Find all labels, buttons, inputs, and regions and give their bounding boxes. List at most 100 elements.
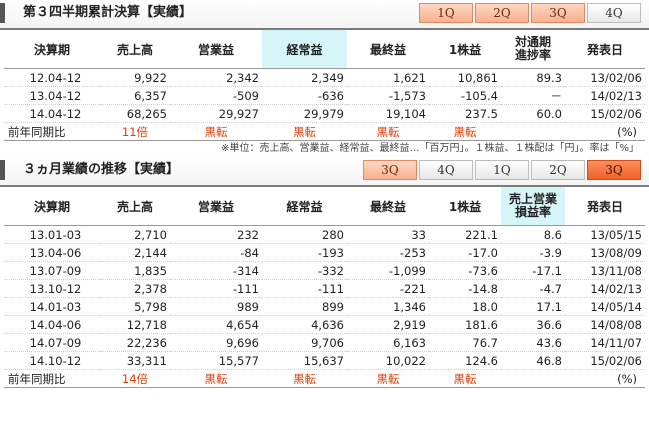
yoy-unit: (%) bbox=[565, 122, 645, 141]
quarterly-table-body: 13.01-03 2,710 232 280 33 221.1 8.6 13/05/15 13… bbox=[4, 225, 645, 388]
cell-operating-margin: -4.7 bbox=[501, 279, 565, 298]
cell-period: 13.04-06 bbox=[4, 243, 100, 262]
cell-ordinary-profit: -332 bbox=[262, 261, 347, 280]
cell-announce-date: 15/02/06 bbox=[565, 104, 645, 123]
yoy-sales: 11倍 bbox=[100, 122, 170, 141]
cell-eps: 76.7 bbox=[429, 333, 501, 352]
table-row: 14.01-03 5,798 989 899 1,346 18.0 17.1 14/05/14 bbox=[4, 297, 645, 316]
cell-eps: 181.6 bbox=[429, 315, 501, 334]
cumulative-quarter-tabs: 1Q 2Q 3Q 4Q bbox=[417, 3, 641, 23]
cell-net-profit: 6,163 bbox=[347, 333, 429, 352]
col-header-eps: 1株益 bbox=[429, 30, 501, 69]
yoy-empty bbox=[501, 369, 565, 388]
cell-sales: 5,798 bbox=[100, 297, 170, 316]
cell-sales: 68,265 bbox=[100, 104, 170, 123]
tab-quarterly-1q[interactable]: 1Q bbox=[475, 160, 529, 180]
tab-cumulative-4q[interactable]: 4Q bbox=[587, 3, 641, 23]
cell-operating-profit: -314 bbox=[170, 261, 262, 280]
cell-ordinary-profit: 9,706 bbox=[262, 333, 347, 352]
cell-period: 14.04-12 bbox=[4, 104, 100, 123]
cell-sales: 9,922 bbox=[100, 68, 170, 87]
quarterly-section-header: ３ヵ月業績の推移【実績】 3Q 4Q 1Q 2Q 3Q bbox=[0, 157, 649, 187]
cell-sales: 2,710 bbox=[100, 225, 170, 244]
cell-operating-profit: 4,654 bbox=[170, 315, 262, 334]
col-header-operating-margin: 売上営業 損益率 bbox=[501, 187, 565, 226]
cell-operating-profit: 29,927 bbox=[170, 104, 262, 123]
cell-eps: -73.6 bbox=[429, 261, 501, 280]
yoy-operating-profit: 黒転 bbox=[170, 122, 262, 141]
tab-cumulative-3q[interactable]: 3Q bbox=[531, 3, 585, 23]
tab-quarterly-4q[interactable]: 4Q bbox=[419, 160, 473, 180]
cumulative-table: 決算期 売上高 営業益 経常益 最終益 1株益 対通期 進捗率 発表日 12.0… bbox=[4, 30, 645, 141]
tab-cumulative-1q[interactable]: 1Q bbox=[419, 3, 473, 23]
cell-sales: 6,357 bbox=[100, 86, 170, 105]
cell-sales: 2,144 bbox=[100, 243, 170, 262]
yoy-ordinary-profit: 黒転 bbox=[262, 369, 347, 388]
col-header-ordinary-profit: 経常益 bbox=[262, 30, 347, 69]
cell-operating-margin: -17.1 bbox=[501, 261, 565, 280]
cell-period: 13.04-12 bbox=[4, 86, 100, 105]
cell-operating-profit: 989 bbox=[170, 297, 262, 316]
cell-net-profit: 19,104 bbox=[347, 104, 429, 123]
col-header-ordinary-profit: 経常益 bbox=[262, 187, 347, 226]
cell-progress-rate: － bbox=[501, 86, 565, 105]
tab-quarterly-2q[interactable]: 2Q bbox=[531, 160, 585, 180]
table-row: 14.04-12 68,265 29,927 29,979 19,104 237… bbox=[4, 104, 645, 123]
tab-quarterly-3q-prev[interactable]: 3Q bbox=[363, 160, 417, 180]
table-row: 14.04-06 12,718 4,654 4,636 2,919 181.6 36.6 14… bbox=[4, 315, 645, 334]
yoy-sales: 14倍 bbox=[100, 369, 170, 388]
cell-announce-date: 14/11/07 bbox=[565, 333, 645, 352]
cell-sales: 2,378 bbox=[100, 279, 170, 298]
cell-announce-date: 14/02/13 bbox=[565, 279, 645, 298]
cell-operating-profit: -111 bbox=[170, 279, 262, 298]
table-row: 13.07-09 1,835 -314 -332 -1,099 -73.6 -17.1 13/… bbox=[4, 261, 645, 280]
cell-net-profit: 33 bbox=[347, 225, 429, 244]
cell-operating-margin: -3.9 bbox=[501, 243, 565, 262]
cell-progress-rate: 60.0 bbox=[501, 104, 565, 123]
col-header-announce-date: 発表日 bbox=[565, 187, 645, 226]
col-header-progress-rate: 対通期 進捗率 bbox=[501, 30, 565, 69]
table-row: 14.10-12 33,311 15,577 15,637 10,022 124.6 46.… bbox=[4, 351, 645, 370]
col-header-sales: 売上高 bbox=[100, 30, 170, 69]
quarterly-header-row: 決算期 売上高 営業益 経常益 最終益 1株益 売上営業 損益率 発表日 bbox=[4, 187, 645, 226]
cell-announce-date: 14/08/08 bbox=[565, 315, 645, 334]
cell-period: 14.01-03 bbox=[4, 297, 100, 316]
cell-operating-margin: 8.6 bbox=[501, 225, 565, 244]
cell-period: 13.07-09 bbox=[4, 261, 100, 280]
cell-sales: 22,236 bbox=[100, 333, 170, 352]
cell-operating-profit: 2,342 bbox=[170, 68, 262, 87]
table-row: 13.04-06 2,144 -84 -193 -253 -17.0 -3.9 13/08/0… bbox=[4, 243, 645, 262]
cell-net-profit: 2,919 bbox=[347, 315, 429, 334]
table-row: 12.04-12 9,922 2,342 2,349 1,621 10,861 … bbox=[4, 68, 645, 87]
cell-sales: 1,835 bbox=[100, 261, 170, 280]
yoy-unit: (%) bbox=[565, 369, 645, 388]
tab-quarterly-3q-current[interactable]: 3Q bbox=[587, 160, 641, 180]
tab-cumulative-2q[interactable]: 2Q bbox=[475, 3, 529, 23]
cell-period: 13.10-12 bbox=[4, 279, 100, 298]
cell-eps: 237.5 bbox=[429, 104, 501, 123]
quarterly-title: ３ヵ月業績の推移【実績】 bbox=[0, 160, 179, 180]
cell-net-profit: -221 bbox=[347, 279, 429, 298]
cell-ordinary-profit: 15,637 bbox=[262, 351, 347, 370]
yoy-operating-profit: 黒転 bbox=[170, 369, 262, 388]
cell-ordinary-profit: -636 bbox=[262, 86, 347, 105]
cell-operating-profit: 15,577 bbox=[170, 351, 262, 370]
col-header-period: 決算期 bbox=[4, 187, 100, 226]
table-row: 13.04-12 6,357 -509 -636 -1,573 -105.4 －… bbox=[4, 86, 645, 105]
yoy-net-profit: 黒転 bbox=[347, 122, 429, 141]
cell-net-profit: 1,346 bbox=[347, 297, 429, 316]
cell-eps: -17.0 bbox=[429, 243, 501, 262]
yoy-eps: 黒転 bbox=[429, 369, 501, 388]
cell-operating-profit: -84 bbox=[170, 243, 262, 262]
cell-period: 14.04-06 bbox=[4, 315, 100, 334]
cell-eps: 10,861 bbox=[429, 68, 501, 87]
quarterly-quarter-tabs: 3Q 4Q 1Q 2Q 3Q bbox=[361, 160, 641, 180]
cell-net-profit: -1,099 bbox=[347, 261, 429, 280]
cell-announce-date: 14/02/13 bbox=[565, 86, 645, 105]
table-row: 13.01-03 2,710 232 280 33 221.1 8.6 13/05/15 bbox=[4, 225, 645, 244]
cell-net-profit: 10,022 bbox=[347, 351, 429, 370]
col-header-period: 決算期 bbox=[4, 30, 100, 69]
cell-ordinary-profit: 2,349 bbox=[262, 68, 347, 87]
cell-eps: 18.0 bbox=[429, 297, 501, 316]
yoy-eps: 黒転 bbox=[429, 122, 501, 141]
